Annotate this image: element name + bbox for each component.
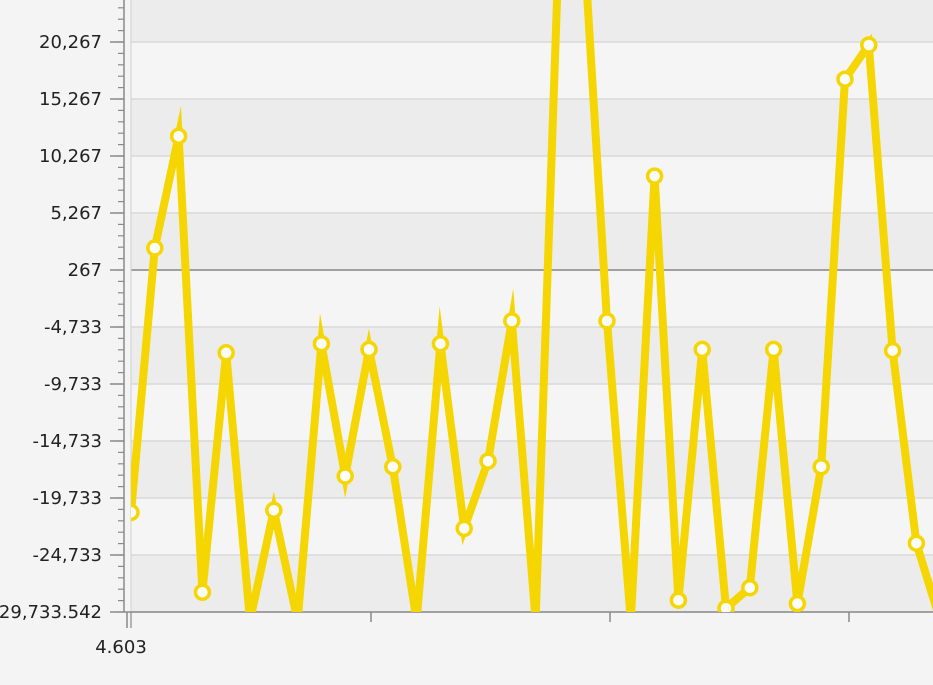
y-tick-label: -29,733.542 [0, 602, 102, 623]
y-tick-label: 15,267 [39, 89, 102, 110]
y-tick-label: -24,733 [33, 545, 102, 566]
data-point[interactable] [479, 452, 497, 470]
data-point[interactable] [529, 611, 543, 628]
y-tick-label: 10,267 [39, 146, 102, 167]
y-tick-label: 5,267 [50, 203, 102, 224]
data-point[interactable] [146, 239, 164, 257]
data-point[interactable] [124, 503, 140, 522]
plot-band [131, 0, 933, 42]
data-point[interactable] [812, 458, 830, 476]
y-tick-label: 20,267 [39, 32, 102, 53]
plot-band [131, 384, 933, 441]
data-point[interactable] [645, 167, 664, 185]
plot-band [131, 441, 933, 498]
data-point[interactable] [291, 611, 305, 628]
data-point[interactable] [410, 611, 424, 628]
data-point[interactable] [312, 334, 331, 353]
data-point[interactable] [907, 534, 926, 552]
data-point[interactable] [669, 591, 688, 609]
y-tick-label: -19,733 [33, 488, 102, 509]
data-point[interactable] [717, 599, 735, 615]
data-point[interactable] [455, 519, 473, 538]
series-line [131, 0, 933, 612]
data-point[interactable] [431, 334, 450, 353]
data-point[interactable] [336, 467, 354, 485]
data-point[interactable] [360, 340, 378, 359]
y-tick-label: -4,733 [44, 317, 102, 338]
data-point[interactable] [693, 340, 711, 359]
data-point[interactable] [217, 344, 235, 362]
plot-band [131, 213, 933, 270]
plot-band [131, 156, 933, 213]
data-point[interactable] [265, 501, 283, 519]
data-point[interactable] [193, 583, 212, 601]
y-tick-label: -14,733 [33, 431, 102, 452]
data-point[interactable] [764, 340, 783, 359]
y-tick-label: -9,733 [44, 374, 102, 395]
data-point[interactable] [883, 341, 902, 360]
data-point[interactable] [860, 36, 878, 54]
plot-band [131, 327, 933, 384]
y-tick-label: 267 [68, 260, 102, 281]
data-point[interactable] [243, 611, 257, 628]
data-point[interactable] [788, 594, 807, 612]
x-tick-label: 4.603 [95, 637, 147, 658]
data-point[interactable] [503, 312, 521, 330]
data-point[interactable] [624, 611, 638, 628]
data-point[interactable] [836, 70, 854, 88]
data-point[interactable] [598, 312, 616, 330]
data-point[interactable] [169, 127, 188, 145]
data-point[interactable] [741, 578, 759, 597]
plot-band [131, 99, 933, 156]
plot-band [131, 270, 933, 327]
series-group [124, 0, 933, 628]
data-point[interactable] [384, 458, 402, 476]
plot-band [131, 42, 933, 99]
